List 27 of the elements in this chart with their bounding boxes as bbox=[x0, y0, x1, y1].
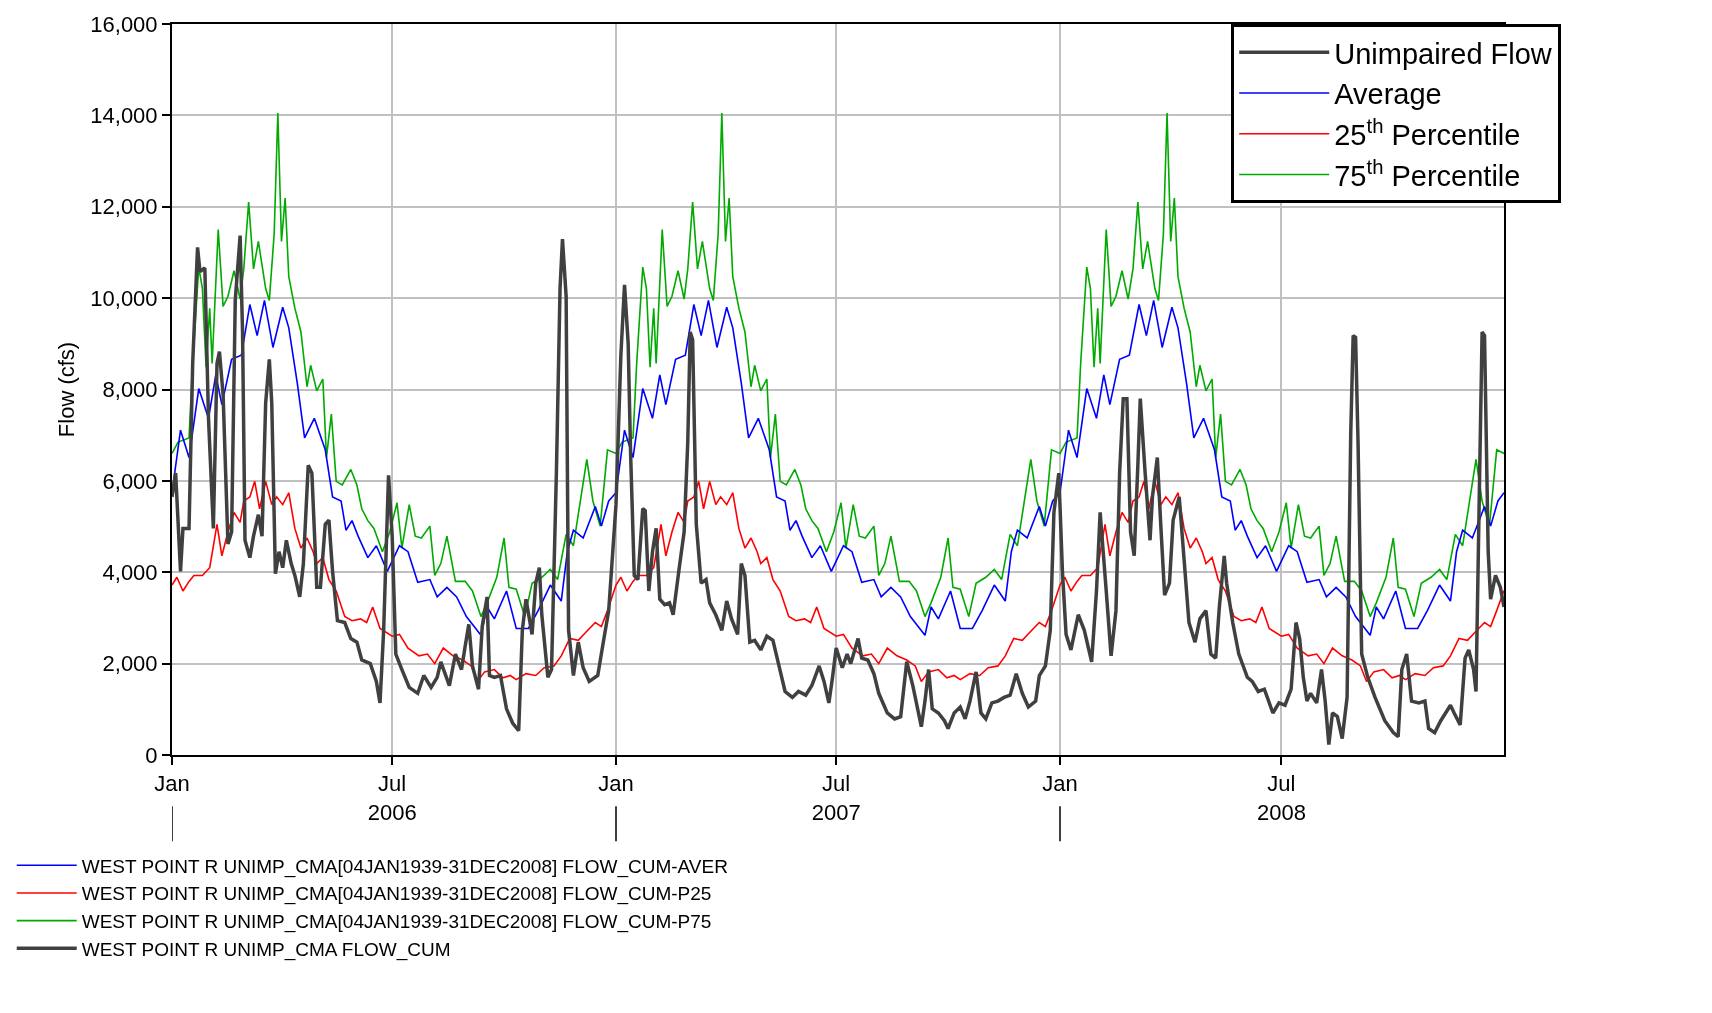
y-tick-label: 8,000 bbox=[102, 377, 158, 403]
x-tick-label: Jul 2006 bbox=[367, 771, 417, 825]
line-series bbox=[172, 233, 1504, 747]
y-tick-label: 0 bbox=[145, 742, 158, 768]
y-tick-label: 6,000 bbox=[102, 468, 158, 494]
text: WEST POINT R UNIMP_CMA[04JAN1939-31DEC2008] FLOW_CUM-P25 bbox=[81, 883, 712, 906]
text: WEST POINT R UNIMP_CMA[04JAN1939-31DEC2008] FLOW_CUM-AVER bbox=[81, 855, 728, 878]
y-tick-label: 10,000 bbox=[90, 285, 158, 311]
legend-label: Average bbox=[1334, 78, 1442, 111]
y-tick-label: 14,000 bbox=[90, 103, 158, 129]
y-axis-title: Flow (cfs) bbox=[53, 341, 79, 438]
line-series bbox=[172, 299, 1504, 637]
legend-label: Unimpaired Flow bbox=[1334, 37, 1553, 70]
legend-label: 75$^{th}$ Percentile bbox=[1334, 155, 1521, 192]
x-tick-label: Jul 2008 bbox=[1256, 771, 1306, 825]
line-series bbox=[172, 480, 1504, 683]
text: WEST POINT R UNIMP_CMA FLOW_CUM bbox=[81, 938, 451, 961]
y-tick-label: 2,000 bbox=[102, 651, 158, 677]
x-tick-label: Jan bbox=[154, 771, 190, 797]
legend-label: 25$^{th}$ Percentile bbox=[1334, 114, 1521, 152]
y-tick-label: 12,000 bbox=[90, 194, 158, 220]
x-tick-label: Jul 2007 bbox=[811, 771, 861, 825]
text: WEST POINT R UNIMP_CMA[04JAN1939-31DEC2008] FLOW_CUM-P75 bbox=[81, 911, 712, 934]
y-tick-label: 4,000 bbox=[102, 559, 158, 585]
y-tick-label: 16,000 bbox=[90, 11, 158, 37]
x-tick-label: Jan bbox=[1042, 771, 1078, 797]
x-tick-label: Jan bbox=[598, 771, 634, 797]
